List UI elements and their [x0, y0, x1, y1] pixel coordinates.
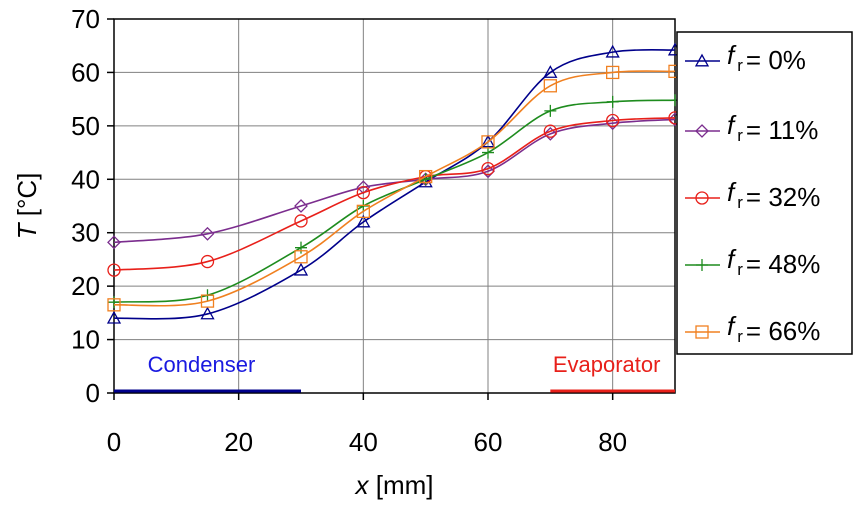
- legend-marker: [694, 53, 710, 67]
- data-point: [294, 250, 308, 264]
- legend-symbol: f: [727, 244, 737, 274]
- data-point: [356, 185, 370, 200]
- data-point: [543, 79, 557, 93]
- legend-value: = 11%: [746, 115, 819, 145]
- data-point: [543, 126, 558, 141]
- y-tick-label: 40: [71, 164, 100, 194]
- legend-symbol: f: [727, 110, 737, 140]
- data-point: [356, 204, 370, 218]
- legend-label: f r = 48%: [727, 244, 820, 279]
- legend-marker: [695, 191, 709, 205]
- legend-marker: [695, 124, 709, 138]
- legend-value: = 48%: [746, 249, 820, 279]
- y-tick-label: 30: [71, 218, 100, 248]
- legend-label: f r = 0%: [727, 40, 806, 75]
- y-tick-label: 0: [86, 378, 100, 408]
- legend-subscript: r: [737, 193, 743, 212]
- legend-subscript: r: [737, 56, 743, 75]
- x-tick-label: 20: [224, 427, 253, 457]
- x-tick-label: 0: [107, 427, 121, 457]
- legend-item: f r = 48%: [685, 244, 820, 279]
- data-point: [356, 214, 371, 228]
- legend-label: f r = 32%: [727, 177, 820, 212]
- legend-symbol: f: [727, 311, 737, 341]
- data-point: [294, 199, 308, 213]
- data-point: [200, 294, 215, 308]
- y-tick-label: 50: [71, 111, 100, 141]
- data-point: [200, 306, 215, 320]
- series-group: [106, 42, 683, 324]
- legend-marker: [695, 325, 709, 339]
- legend-marker: [696, 259, 708, 271]
- legend-subscript: r: [737, 327, 743, 346]
- legend-value: = 0%: [746, 45, 806, 75]
- legend-label: f r = 11%: [727, 110, 818, 145]
- grid: [114, 19, 675, 393]
- data-point: [295, 241, 307, 254]
- x-axis-label: x [mm]: [354, 470, 434, 500]
- series: [108, 94, 681, 309]
- series-line: [113, 99, 676, 303]
- data-point: [200, 226, 215, 241]
- series-line: [113, 117, 676, 271]
- data-point: [419, 169, 433, 184]
- data-point: [357, 200, 370, 212]
- data-point: [481, 161, 495, 176]
- data-point: [606, 95, 619, 108]
- data-point: [605, 44, 620, 58]
- y-axis-symbol: T: [12, 221, 42, 239]
- data-point: [106, 310, 122, 324]
- data-point: [544, 104, 557, 117]
- legend-item: f r = 11%: [685, 110, 818, 145]
- legend-subscript: r: [737, 126, 743, 145]
- plot-frame: [113, 18, 676, 394]
- legend-item: f r = 66%: [685, 311, 820, 346]
- series: [106, 42, 683, 324]
- region-label: Condenser: [148, 352, 256, 377]
- legend-subscript: r: [737, 260, 743, 279]
- x-axis-symbol: x: [354, 470, 370, 500]
- x-axis-ticks: 0 20 40 60 80: [107, 393, 627, 457]
- data-point: [543, 124, 557, 138]
- y-tick-label: 20: [71, 271, 100, 301]
- data-point: [107, 235, 121, 250]
- x-tick-label: 80: [598, 427, 627, 457]
- data-point: [107, 263, 121, 277]
- data-point: [200, 254, 215, 269]
- series-line: [113, 118, 676, 244]
- legend-item: f r = 32%: [685, 177, 820, 212]
- data-point: [543, 65, 558, 78]
- series-line: [113, 48, 676, 320]
- data-point: [606, 65, 620, 80]
- data-point: [293, 262, 309, 276]
- x-tick-label: 60: [474, 427, 503, 457]
- data-point: [481, 135, 495, 149]
- legend-value: = 66%: [746, 316, 820, 346]
- data-point: [107, 298, 121, 312]
- series: [107, 112, 682, 250]
- y-axis-ticks: 0 10 20 30 40 50 60 70: [71, 4, 114, 408]
- legend-item: f r = 0%: [685, 40, 806, 75]
- y-axis-unit: [°C]: [12, 173, 42, 217]
- y-tick-label: 60: [71, 57, 100, 87]
- x-tick-label: 40: [349, 427, 378, 457]
- y-axis-label: T [°C]: [12, 173, 42, 240]
- legend-value: = 32%: [746, 182, 820, 212]
- data-point: [606, 113, 620, 128]
- data-point: [294, 214, 308, 228]
- legend: f r = 0%f r = 11%f r = 32%f r = 48%f r = 66%: [676, 31, 853, 355]
- y-tick-label: 70: [71, 4, 100, 34]
- data-point: [108, 296, 120, 309]
- region-label: Evaporator: [553, 352, 661, 377]
- legend-symbol: f: [727, 40, 737, 70]
- regions: Condenser Evaporator: [114, 352, 675, 393]
- y-tick-label: 10: [71, 325, 100, 355]
- x-axis-unit: [mm]: [376, 470, 434, 500]
- data-point: [482, 146, 494, 159]
- legend-symbol: f: [727, 177, 737, 207]
- legend-label: f r = 66%: [727, 311, 820, 346]
- series: [107, 64, 682, 312]
- series-line: [113, 70, 676, 307]
